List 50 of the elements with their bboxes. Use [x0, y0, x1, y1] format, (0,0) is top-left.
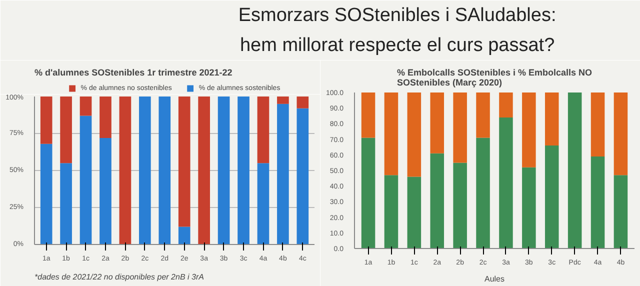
bar — [361, 92, 376, 138]
bar — [361, 138, 376, 248]
bar — [277, 104, 289, 244]
bar — [100, 138, 112, 244]
bar — [277, 96, 289, 104]
chart-title: % d'alumnes SOStenibles 1r trimestre 2021-22 — [34, 68, 232, 78]
bar — [407, 92, 422, 177]
bar — [590, 156, 605, 248]
bar — [218, 96, 230, 244]
bar — [430, 92, 444, 154]
bar — [430, 153, 444, 248]
bar — [614, 175, 628, 248]
x-axis-title: Aules — [484, 274, 505, 284]
bar — [178, 226, 190, 244]
bar — [257, 96, 270, 164]
bar — [296, 108, 309, 244]
bar — [158, 96, 171, 244]
bar — [476, 138, 490, 248]
bar — [100, 96, 112, 138]
bar — [544, 92, 559, 146]
bar — [522, 92, 536, 168]
text: *dades de 2021/22 no disponibles per 2nB i 3rA — [34, 272, 204, 282]
bar — [178, 96, 190, 227]
bar — [257, 163, 270, 244]
chart-title: % Embolcalls SOStenibles i % Embolcalls NO SOStenibles (Març 2020) — [396, 68, 592, 88]
bar — [522, 167, 536, 248]
bar — [590, 92, 605, 156]
bar — [384, 175, 398, 248]
bar — [60, 163, 72, 244]
bar — [384, 92, 398, 176]
bar — [544, 146, 559, 248]
bar — [476, 92, 490, 138]
bar — [40, 96, 52, 144]
bar — [499, 117, 513, 248]
bar — [198, 96, 210, 244]
text: Esmorzars SOStenibles i SAludables: hem millorat respecte el curs passat? — [238, 5, 556, 56]
bar — [139, 96, 151, 244]
bar — [614, 92, 628, 176]
bar — [499, 92, 513, 118]
bar — [568, 92, 582, 248]
bar — [80, 116, 92, 244]
bar — [60, 96, 72, 164]
bar — [296, 96, 309, 108]
bar — [40, 144, 52, 244]
bar — [80, 96, 92, 116]
bar — [453, 162, 467, 248]
bar — [453, 92, 467, 163]
bar — [119, 96, 132, 244]
bar — [407, 176, 422, 248]
bar — [238, 96, 250, 244]
